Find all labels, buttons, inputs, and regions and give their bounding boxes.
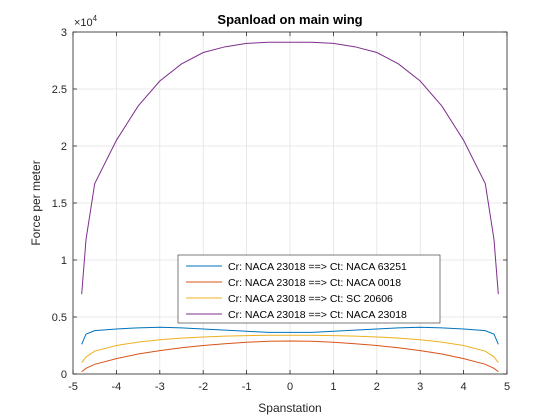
y-tick-labels: 0 0.5 1 1.5 2 2.5 3	[52, 27, 67, 381]
x-tick-label: 3	[417, 381, 423, 393]
x-tick-label: 1	[330, 381, 336, 393]
chart-title: Spanload on main wing	[217, 12, 362, 27]
series-lines	[81, 41, 499, 373]
x-tick-label: -5	[68, 381, 78, 393]
y-tick-label: 1.5	[52, 198, 67, 210]
series-line-3	[81, 334, 499, 363]
legend-entry-4: Cr: NACA 23018 ==> Ct: NACA 23018	[228, 309, 407, 321]
x-tick-label: -2	[198, 381, 208, 393]
x-tick-label: -1	[242, 381, 252, 393]
legend: Cr: NACA 23018 ==> Ct: NACA 63251 Cr: NAC…	[177, 254, 441, 324]
series-line-4	[81, 41, 499, 295]
series-line-2	[81, 340, 499, 373]
y-tick-label: 0	[61, 369, 67, 381]
y-exponent-label: ×104	[74, 14, 98, 29]
x-tick-label: 2	[374, 381, 380, 393]
legend-entry-3: Cr: NACA 23018 ==> Ct: SC 20606	[228, 293, 393, 305]
y-tick-label: 2	[61, 141, 67, 153]
x-tick-label: 5	[504, 381, 510, 393]
series-line-1	[81, 326, 499, 345]
x-tick-label: 4	[461, 381, 467, 393]
y-tick-label: 0.5	[52, 312, 67, 324]
x-tick-label: -3	[155, 381, 165, 393]
y-tick-label: 2.5	[52, 84, 67, 96]
x-axis-label: Spanstation	[258, 401, 321, 415]
x-tick-labels: -5 -4 -3 -2 -1 0 1 2 3 4 5	[68, 381, 510, 393]
y-tick-label: 1	[61, 255, 67, 267]
x-tick-label: -4	[112, 381, 122, 393]
legend-entry-1: Cr: NACA 23018 ==> Ct: NACA 63251	[228, 261, 407, 273]
x-tick-label: 0	[287, 381, 293, 393]
ticks	[72, 31, 508, 375]
y-tick-label: 3	[61, 27, 67, 39]
y-axis-label: Force per meter	[29, 160, 43, 245]
legend-entry-2: Cr: NACA 23018 ==> Ct: NACA 0018	[228, 277, 401, 289]
